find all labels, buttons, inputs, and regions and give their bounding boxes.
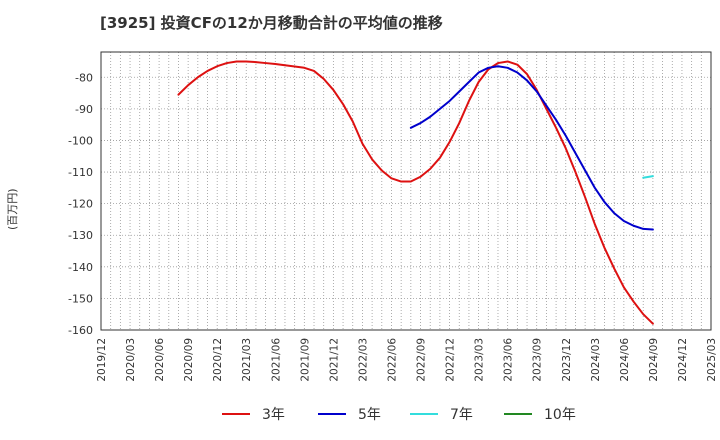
grid-layer [101, 52, 711, 331]
x-tick-label: 2024/09 [648, 338, 660, 382]
legend-item: 10年 [504, 404, 576, 424]
x-tick-label: 2021/12 [328, 338, 340, 382]
legend: 3年 5年 7年 10年 [0, 404, 720, 424]
y-tick-label: -160 [68, 324, 93, 337]
x-tick-label: 2021/06 [270, 338, 282, 382]
x-tick-label: 2023/12 [561, 338, 573, 382]
y-tick-label: -140 [68, 261, 93, 274]
legend-label: 7年 [450, 407, 473, 423]
x-tick-label: 2023/06 [503, 338, 515, 382]
x-tick-label: 2024/12 [677, 338, 689, 382]
legend-item: 5年 [318, 404, 381, 424]
series-line-1 [409, 65, 654, 231]
x-tick-label: 2022/12 [445, 338, 457, 382]
legend-label: 5年 [358, 407, 381, 423]
y-tick-label: -110 [68, 166, 93, 179]
series-layer [177, 60, 654, 325]
legend-label: 10年 [544, 407, 576, 423]
chart-title: [3925] 投資CFの12か月移動合計の平均値の推移 [100, 14, 443, 32]
series-line-0 [177, 60, 654, 325]
x-tick-label: 2021/03 [241, 338, 253, 382]
legend-label: 3年 [262, 407, 285, 423]
x-tick-label: 2022/09 [416, 338, 428, 382]
legend-swatch [318, 413, 346, 415]
y-tick-label: -90 [75, 103, 93, 116]
tick-layer: -80 -90 -100 -110 -120 -130 -140 -150 -1602019/1… [68, 71, 718, 381]
y-tick-label: -100 [68, 134, 93, 147]
x-tick-label: 2020/12 [212, 338, 224, 382]
y-tick-label: -150 [68, 292, 93, 305]
x-tick-label: 2023/09 [532, 338, 544, 382]
x-tick-label: 2020/09 [183, 338, 195, 382]
series-line-2 [642, 175, 654, 179]
legend-swatch [410, 413, 438, 415]
x-tick-label: 2020/06 [154, 338, 166, 382]
x-tick-label: 2023/03 [474, 338, 486, 382]
x-tick-label: 2021/09 [299, 338, 311, 382]
plot-area [101, 52, 711, 330]
legend-swatch [222, 413, 250, 415]
x-tick-label: 2022/06 [386, 338, 398, 382]
y-tick-label: -120 [68, 198, 93, 211]
legend-item: 3年 [222, 404, 285, 424]
legend-item: 7年 [410, 404, 473, 424]
x-tick-label: 2022/03 [357, 338, 369, 382]
legend-swatch [504, 413, 532, 415]
x-tick-label: 2025/03 [706, 338, 718, 382]
y-tick-label: -80 [75, 71, 93, 84]
plot-border [100, 51, 712, 331]
x-tick-label: 2024/06 [619, 338, 631, 382]
x-tick-label: 2019/12 [96, 338, 108, 382]
y-tick-label: -130 [68, 229, 93, 242]
x-tick-label: 2020/03 [125, 338, 137, 382]
x-tick-label: 2024/03 [590, 338, 602, 382]
